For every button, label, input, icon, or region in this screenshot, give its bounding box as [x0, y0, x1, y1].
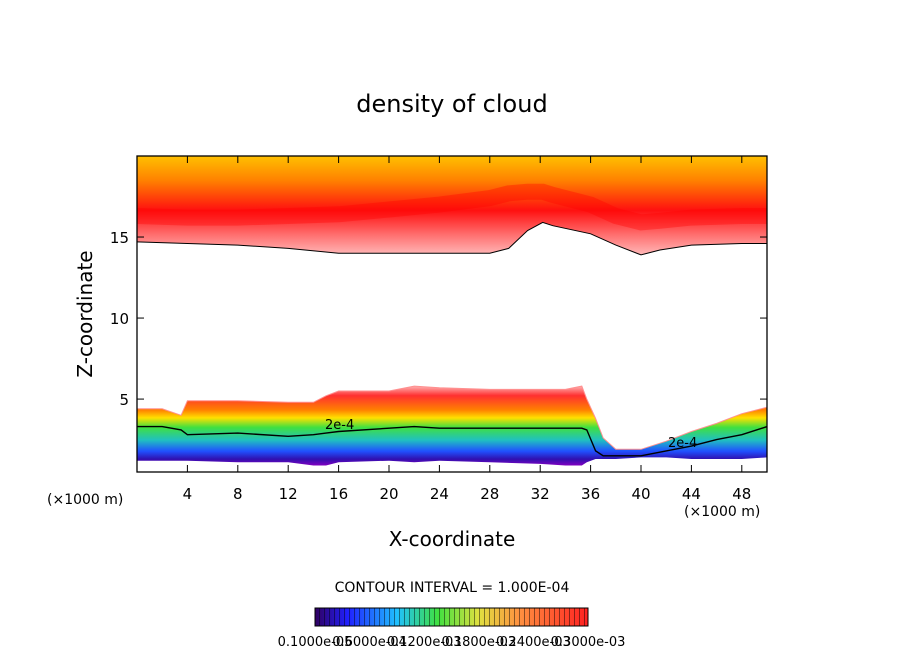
x-axis-unit: (×1000 m)	[684, 504, 760, 520]
y-tick-label-2: 15	[110, 229, 129, 247]
upper-cloud-layer	[137, 156, 767, 255]
x-axis-ticks: 4 8 12 16 20 24 28 32 36 40 44 48	[183, 156, 751, 503]
contour-label-right: 2e-4	[668, 436, 697, 451]
x-tick-label-10: 44	[682, 485, 701, 503]
contour-interval: CONTOUR INTERVAL = 1.000E-04	[335, 580, 570, 596]
y-axis-ticks: 5 10 15	[110, 229, 767, 409]
colorbar-label-0: 0.1000e-05	[278, 635, 353, 650]
x-tick-label-1: 8	[233, 485, 243, 503]
y-axis-unit: (×1000 m)	[47, 492, 123, 508]
x-tick-label-11: 48	[732, 485, 751, 503]
y-axis-label: Z-coordinate	[73, 250, 97, 377]
x-tick-label-4: 20	[379, 485, 398, 503]
x-tick-label-5: 24	[430, 485, 449, 503]
lower-cloud-layer	[137, 386, 767, 466]
lower-layer-outline	[137, 385, 767, 450]
x-tick-label-7: 32	[531, 485, 550, 503]
y-tick-label-1: 10	[110, 310, 129, 328]
plot-area	[137, 156, 767, 472]
x-tick-label-3: 16	[329, 485, 348, 503]
x-tick-label-0: 4	[183, 485, 193, 503]
chart-title: density of cloud	[356, 90, 547, 118]
colorbar-label-2: 0.1200e-03	[387, 635, 462, 650]
colorbar-label-1: 0.6000e-04	[332, 635, 407, 650]
upper-layer-base-contour	[137, 221, 767, 256]
x-tick-label-9: 40	[631, 485, 650, 503]
contour-2e-4	[137, 425, 767, 457]
upper-cloud-core	[137, 183, 767, 231]
colorbar-label-5: 0.3000e-03	[551, 635, 626, 650]
colorbar-label-4: 0.2400e-03	[496, 635, 571, 650]
y-tick-label-0: 5	[119, 391, 129, 409]
x-tick-label-6: 28	[480, 485, 499, 503]
colorbar-labels: 0.1000e-050.6000e-040.1200e-030.1800e-03…	[278, 635, 626, 650]
colorbar-label-3: 0.1800e-03	[441, 635, 516, 650]
contour-label-left: 2e-4	[325, 418, 354, 433]
x-tick-label-8: 36	[581, 485, 600, 503]
colorbar	[314, 607, 589, 627]
plot-frame	[136, 155, 768, 473]
x-axis-label: X-coordinate	[389, 527, 516, 551]
x-tick-label-2: 12	[279, 485, 298, 503]
